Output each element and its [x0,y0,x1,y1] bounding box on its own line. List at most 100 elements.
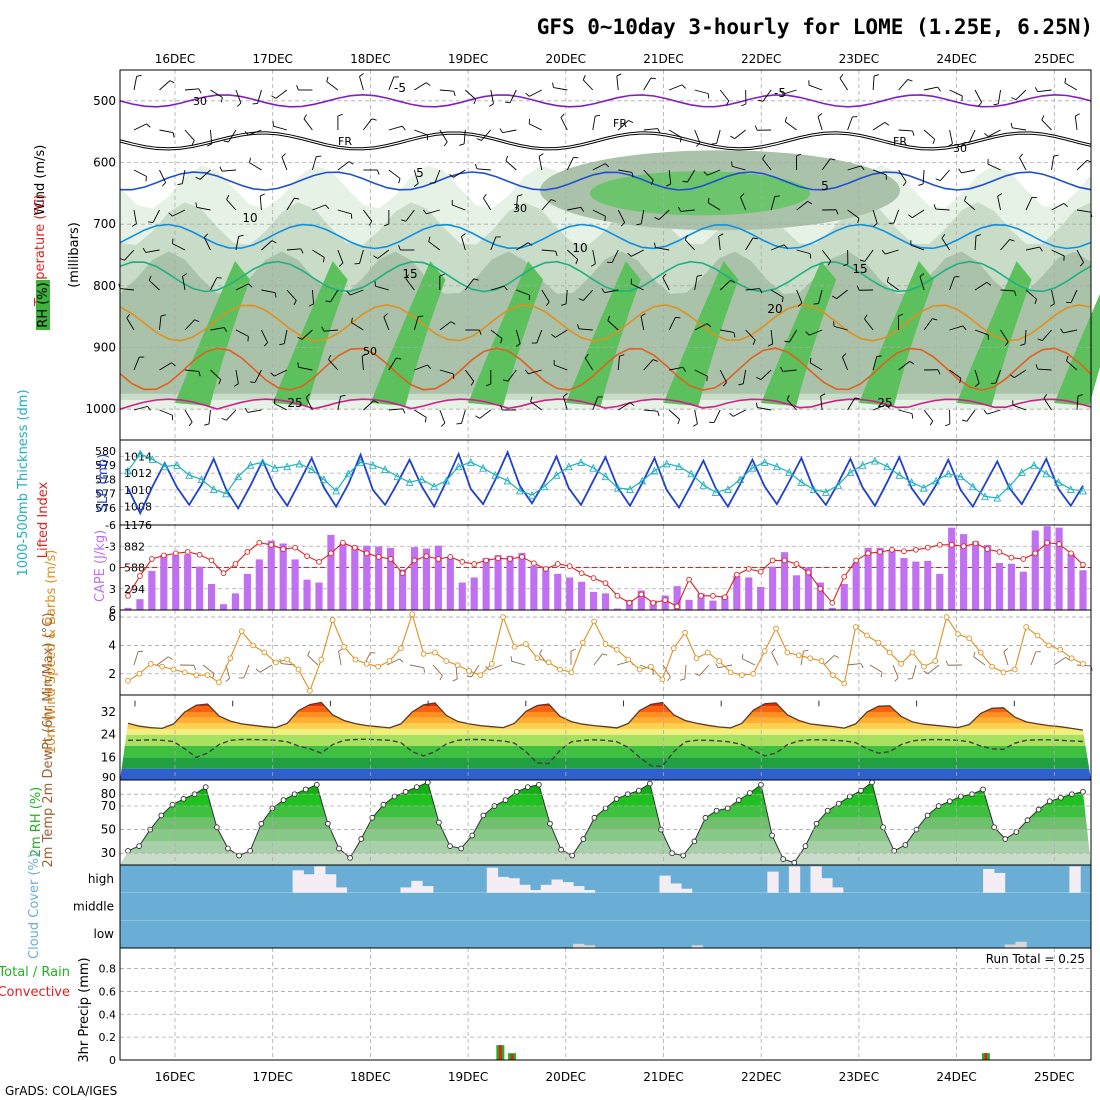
wind-barb-flag [328,354,332,360]
run-total-label: Run Total = 0.25 [986,952,1085,966]
wind-speed-marker [955,631,961,637]
wind-barb [1037,89,1052,93]
wind-barb-flag [741,103,747,107]
wind-barb-flag [223,327,228,333]
wind-speed-marker [545,659,552,666]
wind-speed-marker [204,672,211,679]
y-tick-label: 800 [93,279,116,293]
thickness-marker [124,466,132,475]
wind-barb-flag [1066,355,1069,361]
cape-bar [207,583,216,610]
wind-barb-flag [172,238,174,244]
wind-speed-marker [420,651,427,657]
wind-barb-flag [439,273,445,277]
cape-bar [327,534,335,610]
wind-barb [464,278,475,291]
cape-bar [1043,526,1051,610]
rh-marker [358,836,365,842]
wind-speed-marker [1000,669,1007,676]
wind-barb [680,209,695,212]
rh-marker [480,812,487,819]
thickness-marker [222,489,230,498]
temperature-contour-label: 5 [821,179,829,193]
lifted-index-marker [590,575,597,581]
wind-barb-flag [249,157,251,163]
wind-barb [413,169,419,184]
wind-barb-flag [740,193,745,198]
high-cloud-bar [529,890,542,893]
bottom-date-label: 22DEC [741,1070,781,1084]
wind-barb-flag [560,113,565,118]
cape-bar [506,555,514,610]
wind-barb [1064,82,1078,91]
rh-plume [1054,293,1100,407]
thickness-marker [870,456,879,465]
thickness-marker [821,487,830,496]
lifted-index-marker [1008,554,1015,561]
lifted-index-marker [220,570,227,577]
wind-barb-flag [475,163,478,169]
cape-bar [136,599,144,610]
wind-barb [414,409,427,418]
slp-axis-label: SLP (mb) [96,454,111,513]
wind-barb [257,89,262,104]
temp-band [120,746,1091,758]
wind-barb-flag [423,667,426,673]
wind-barb-flag [182,273,188,277]
wind-barb-flag [218,379,222,385]
wind-barb [386,658,400,666]
wind-background [120,610,1091,695]
thickness-marker [577,458,585,466]
cape-bar [852,562,860,610]
wind-barb [898,129,913,132]
thickness-marker [834,480,843,489]
wind-barb [662,277,670,291]
rh-contour-label: 30 [193,95,207,108]
wind-barb [973,656,986,666]
wind-barb-flag [281,153,286,158]
slp-line [127,449,1084,516]
cape-bar [363,545,371,610]
pressure-axis-label: (millibars) [67,222,82,288]
lifted-index-marker [351,544,358,551]
wind-barb-flag [1035,364,1038,370]
wind-speed-marker [602,641,609,647]
lifted-index-marker [375,554,382,560]
rh-marker [236,852,242,859]
wind-barb-flag [722,382,727,387]
wind-barb [757,407,772,411]
wind-barb-flag [884,122,890,126]
wind-barb [1074,116,1078,131]
y-tick-label: 50 [101,823,116,837]
wind-barb [847,165,862,171]
rh-marker [780,856,787,862]
lifted-index-marker [757,568,764,575]
rh-marker [1002,836,1009,842]
wind-barb-flag [561,303,567,306]
precip-convective-label: Convective [0,985,70,1000]
lifted-index-marker [889,546,895,553]
wind-barb [452,204,466,211]
wind-barb-flag [679,137,682,143]
wind-barb [363,400,375,411]
wind-barb-flag [171,362,176,367]
thickness-marker [209,485,218,493]
wind-barb-flag [759,288,763,294]
wind-barb [565,289,568,304]
wind-barb-flag [752,340,756,345]
y-tick-label: 0 [109,562,116,575]
temp-bands [120,702,1091,780]
rh-contour-label: 50 [363,345,377,358]
lifted-index-marker [710,592,716,599]
wind-barb-flag [820,393,826,397]
wind-barb [872,404,887,411]
wind-barb-flag [978,102,982,107]
wind-barb-flag [590,263,596,267]
y-tick-label: 600 [93,156,116,170]
wind-barb-flag [718,233,724,237]
cape-bar [291,559,299,610]
temperature-contour-label: -5 [394,81,406,95]
cape-bar [948,527,956,610]
wind-barb-flag [263,342,268,347]
temperature-contour [119,223,1092,250]
